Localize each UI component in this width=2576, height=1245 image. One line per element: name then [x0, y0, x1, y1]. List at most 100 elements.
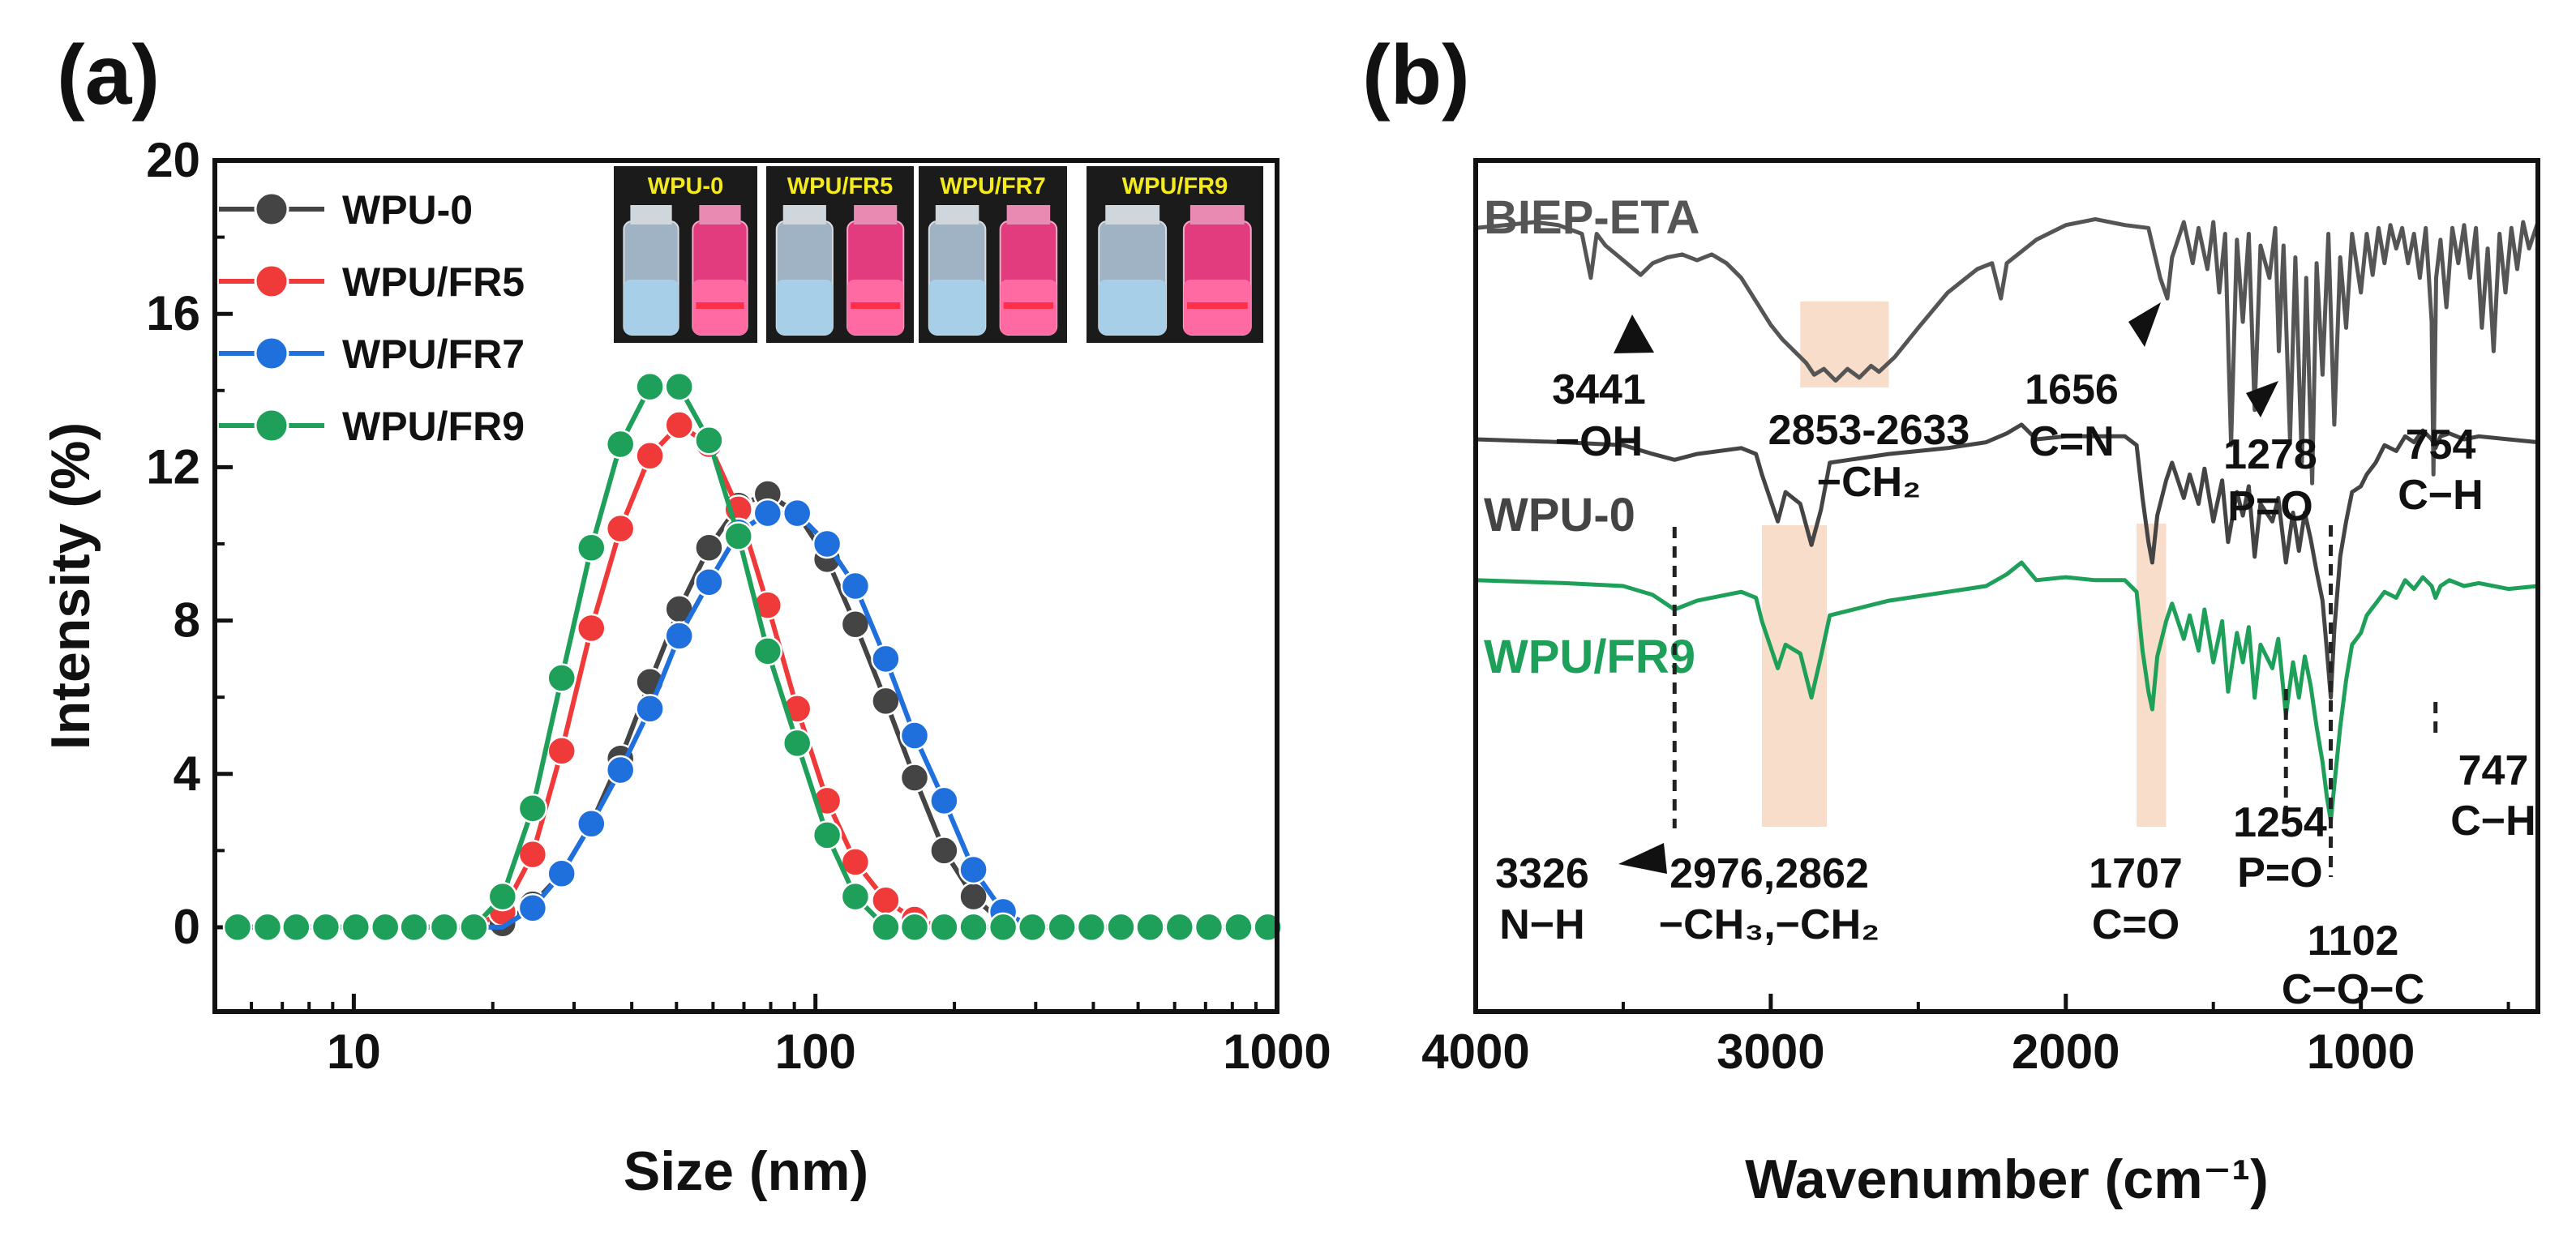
panel-a-ticks: 10 100 1000 0 4 8 12 16 20	[146, 133, 1331, 1079]
vial-neck	[935, 205, 979, 225]
vial-band	[696, 302, 744, 309]
annotation-group: C=O	[2092, 901, 2180, 948]
annotation-group: P=O	[2237, 849, 2323, 896]
data-point-wpu-fr9	[1164, 912, 1195, 943]
annotation-wavenumber: 3441	[1552, 366, 1646, 413]
data-point-wpu-fr9	[782, 728, 812, 759]
data-point-wpu-fr9	[752, 636, 783, 666]
panel-b-label: (b)	[1362, 28, 1470, 122]
photo-label: WPU-0	[648, 173, 723, 199]
data-point-wpu-fr9	[459, 912, 489, 943]
data-point-wpu-fr7	[546, 858, 576, 888]
annotation-wavenumber: 3326	[1495, 850, 1589, 897]
annotation-wavenumber: 1278	[2223, 431, 2317, 478]
x-tick-label: 1000	[1223, 1025, 1331, 1079]
data-point-wpu-fr7	[605, 755, 636, 785]
data-point-wpu-fr9	[635, 371, 665, 402]
data-point-wpu-fr9	[664, 371, 694, 402]
spectrum-label-wpu-fr9: WPU/FR9	[1484, 631, 1695, 683]
data-point-wpu-fr9	[429, 912, 460, 943]
vial-neck	[1006, 205, 1051, 225]
data-point-wpu-fr9	[605, 429, 636, 460]
annotation-group: −CH₂	[1817, 459, 1922, 506]
spectrum-wpu-0: WPU-0	[1475, 422, 2539, 700]
annotation-group: N−H	[1499, 901, 1584, 948]
data-point-wpu-fr9	[370, 912, 401, 943]
annotation-wavenumber: 1656	[2025, 366, 2119, 413]
panel-b-frame	[1473, 158, 2540, 1014]
spectrum-label-wpu-0: WPU-0	[1484, 489, 1635, 541]
legend-label-wpu-fr5: WPU/FR5	[342, 259, 525, 305]
x-tick-label: 100	[775, 1025, 856, 1079]
x-tick-label: 2000	[2012, 1025, 2120, 1079]
vial-liquid	[928, 280, 986, 335]
annotation-wavenumber: 2976,2862	[1669, 850, 1869, 897]
data-point-wpu-fr5	[576, 613, 606, 644]
data-point-wpu-fr9	[929, 912, 959, 943]
x-tick-label: 1000	[2307, 1025, 2415, 1079]
data-point-wpu-fr5	[635, 440, 665, 471]
data-point-wpu-fr7	[899, 721, 930, 751]
data-point-wpu-fr9	[576, 533, 606, 563]
highlight-band	[2137, 524, 2167, 827]
vial-photo: WPU-0	[614, 166, 757, 343]
legend-label-wpu-fr7: WPU/FR7	[342, 332, 525, 377]
data-point-wpu-0	[929, 836, 959, 866]
y-tick-label: 4	[174, 747, 201, 801]
vial-photo: WPU/FR9	[1087, 166, 1263, 343]
data-point-wpu-0	[899, 763, 930, 793]
panel-b-spectra: BIEP-ETA WPU-0 WPU/FR9	[1475, 191, 2540, 824]
spectrum-biep-eta: BIEP-ETA	[1475, 191, 2540, 486]
data-point-wpu-fr9	[1047, 912, 1077, 943]
annotation-wavenumber: 754	[2406, 421, 2476, 468]
annotation-group: C=N	[2029, 418, 2114, 465]
arrow-head	[2246, 381, 2278, 417]
data-point-wpu-fr7	[812, 528, 842, 559]
data-point-wpu-fr9	[958, 912, 988, 943]
vial-liquid	[1099, 280, 1167, 335]
annotation-group: −CH₃,−CH₂	[1659, 901, 1880, 948]
data-point-wpu-fr9	[252, 912, 283, 943]
spectrum-line-wpu-fr9	[1475, 560, 2539, 824]
vial-neck	[630, 205, 672, 225]
arrow-head	[1618, 843, 1667, 874]
panel-a-label: (a)	[57, 28, 160, 122]
annotation-group: −OH	[1555, 418, 1643, 465]
vial-neck	[699, 205, 741, 225]
data-point-wpu-fr5	[517, 839, 548, 870]
x-tick-label: 3000	[1717, 1025, 1824, 1079]
panel-a-y-axis-title: Intensity (%)	[40, 422, 101, 750]
arrow-head	[2128, 302, 2161, 347]
data-point-wpu-fr7	[871, 644, 901, 674]
annotation-wavenumber: 1102	[2308, 918, 2399, 965]
data-point-wpu-fr7	[635, 694, 665, 724]
series-wpu-fr9	[222, 371, 1283, 943]
legend-marker	[254, 191, 289, 227]
vial-band	[1003, 302, 1054, 309]
data-point-wpu-fr7	[752, 498, 783, 528]
data-point-wpu-fr9	[1135, 912, 1165, 943]
legend-marker	[254, 336, 289, 371]
vial-band	[851, 302, 901, 309]
vial-neck	[854, 205, 898, 225]
data-point-wpu-fr9	[723, 521, 753, 551]
data-point-wpu-fr9	[1106, 912, 1136, 943]
data-point-wpu-fr9	[222, 912, 253, 943]
series-line-wpu-fr9	[238, 384, 1268, 930]
panel-a-size-distribution: (a) 10 100 1000 0 4 8 12 16 20 WPU-0 WPU/FR5 WPU/F…	[40, 28, 1331, 1202]
series-line-wpu-fr7	[238, 511, 1268, 930]
data-point-wpu-fr9	[899, 912, 930, 943]
y-tick-label: 20	[146, 133, 200, 187]
data-point-wpu-fr5	[664, 410, 694, 440]
data-point-wpu-fr7	[958, 854, 988, 885]
panel-b-x-axis-title: Wavenumber (cm⁻¹)	[1745, 1149, 2268, 1210]
photo-label: WPU/FR5	[787, 173, 894, 199]
legend-label-wpu-0: WPU-0	[342, 187, 473, 233]
data-point-wpu-fr9	[694, 426, 724, 456]
data-point-wpu-fr5	[605, 513, 636, 544]
panel-a-frame	[212, 158, 1279, 1014]
panel-b-ftir: (b) 4000 3000 2000 1000 BIEP-ETA WPU-0 WPU/FR…	[1362, 28, 2540, 1210]
data-point-wpu-fr7	[576, 808, 606, 839]
y-tick-label: 12	[146, 439, 200, 494]
y-tick-label: 8	[174, 593, 200, 648]
